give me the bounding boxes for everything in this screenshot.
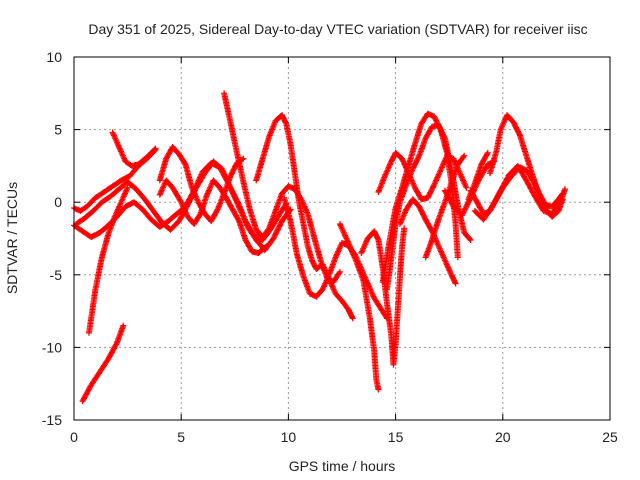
series-markers (336, 221, 382, 393)
series-trace-6 (109, 129, 159, 169)
series-trace-23 (465, 149, 491, 203)
x-tick-label: 5 (177, 429, 185, 445)
y-tick-label: 0 (54, 194, 62, 210)
series-trace-4 (79, 322, 127, 405)
y-tick-label: -5 (50, 267, 63, 283)
series-markers (86, 184, 131, 336)
series-trace-18 (422, 152, 468, 261)
x-tick-label: 20 (495, 429, 511, 445)
series-markers (156, 144, 247, 225)
x-tick-label: 0 (70, 429, 78, 445)
series-trace-10 (253, 112, 356, 322)
series-markers (253, 112, 356, 322)
x-tick-label: 25 (602, 429, 618, 445)
y-tick-label: 5 (54, 122, 62, 138)
y-tick-label: -10 (42, 339, 62, 355)
series-markers (156, 177, 270, 256)
series-markers (79, 322, 127, 405)
series-trace-5 (86, 184, 131, 336)
axis-ticks: 0 5 10 15 20 25 -15 -10 -5 0 5 10 (42, 49, 618, 445)
y-tick-label: -15 (42, 412, 62, 428)
series-trace-8 (156, 144, 247, 225)
series-trace-12 (336, 221, 382, 393)
series-markers (471, 162, 568, 223)
series-markers (465, 149, 491, 203)
x-tick-label: 10 (281, 429, 297, 445)
x-axis-label: GPS time / hours (289, 458, 396, 474)
series-markers (109, 129, 159, 169)
series-markers (422, 152, 468, 261)
x-tick-label: 15 (388, 429, 404, 445)
series-trace-22 (471, 162, 568, 223)
series-trace-7 (156, 177, 270, 256)
y-axis-label: SDTVAR / TECUs (4, 182, 20, 294)
data-series (71, 90, 568, 405)
chart-title: Day 351 of 2025, Sidereal Day-to-day VTE… (88, 21, 587, 37)
y-tick-label: 10 (46, 49, 62, 65)
plot-frame (73, 56, 611, 421)
